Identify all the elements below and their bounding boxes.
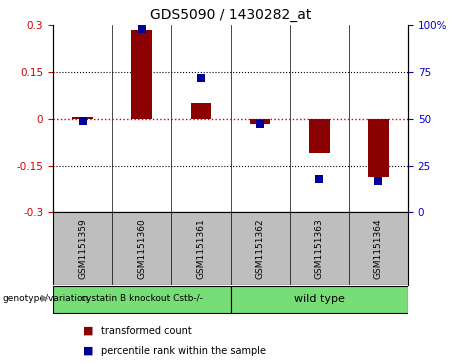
Bar — [309, 119, 330, 153]
Text: GSM1151364: GSM1151364 — [374, 218, 383, 279]
Bar — [230, 286, 408, 313]
Point — [138, 26, 145, 32]
Text: percentile rank within the sample: percentile rank within the sample — [101, 346, 266, 356]
Text: GSM1151363: GSM1151363 — [315, 218, 324, 279]
Title: GDS5090 / 1430282_at: GDS5090 / 1430282_at — [150, 8, 311, 22]
Text: ■: ■ — [83, 326, 94, 336]
Bar — [53, 286, 230, 313]
Point — [197, 75, 205, 81]
Point — [256, 122, 264, 127]
Text: cystatin B knockout Cstb-/-: cystatin B knockout Cstb-/- — [81, 294, 203, 303]
Text: ■: ■ — [83, 346, 94, 356]
Text: transformed count: transformed count — [101, 326, 192, 336]
Text: wild type: wild type — [294, 294, 345, 304]
Point — [79, 118, 86, 124]
Point — [315, 176, 323, 182]
Point — [375, 178, 382, 183]
Bar — [72, 117, 93, 119]
Bar — [250, 119, 271, 123]
Text: ▶: ▶ — [41, 293, 48, 303]
Text: GSM1151359: GSM1151359 — [78, 218, 87, 279]
Bar — [368, 119, 389, 176]
Bar — [131, 30, 152, 119]
Text: GSM1151361: GSM1151361 — [196, 218, 206, 279]
Text: genotype/variation: genotype/variation — [2, 294, 89, 302]
Bar — [190, 103, 211, 119]
Text: GSM1151362: GSM1151362 — [255, 218, 265, 279]
Text: GSM1151360: GSM1151360 — [137, 218, 146, 279]
